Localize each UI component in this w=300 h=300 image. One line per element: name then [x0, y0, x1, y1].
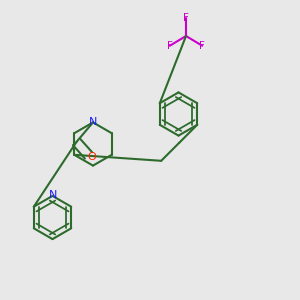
Text: F: F	[199, 41, 205, 51]
Text: F: F	[183, 13, 189, 22]
Text: O: O	[87, 152, 96, 162]
Text: F: F	[167, 41, 173, 51]
Text: N: N	[49, 190, 57, 200]
Text: N: N	[89, 117, 97, 128]
